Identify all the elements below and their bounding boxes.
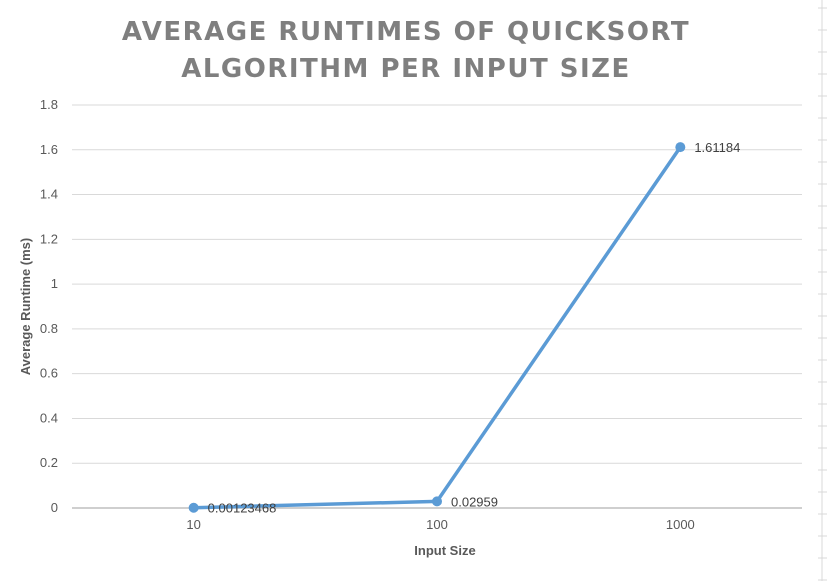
y-tick-label: 0.6: [40, 366, 58, 381]
gridlines: [72, 104, 802, 464]
data-point: [675, 142, 686, 153]
y-axis-ticks: 0 0.2 0.4 0.6 0.8 1 1.2 1.4 1.6 1.8: [40, 97, 58, 515]
x-tick-label: 100: [426, 517, 448, 532]
data-point: [188, 502, 199, 513]
data-labels: 0.00123468 0.02959 1.61184: [208, 140, 741, 516]
y-tick-label: 1.6: [40, 142, 58, 157]
x-axis-title: Input Size: [414, 543, 475, 558]
right-edge-ticks: [818, 0, 827, 581]
chart-title-line-1: AVERAGE RUNTIMES OF QUICKSORT: [121, 17, 691, 47]
y-axis-title: Average Runtime (ms): [18, 238, 33, 376]
series-line: [191, 145, 683, 510]
chart-title-line-2: ALGORITHM PER INPUT SIZE: [181, 54, 631, 84]
y-tick-label: 0.2: [40, 455, 58, 470]
data-label: 0.00123468: [208, 501, 277, 516]
y-tick-label: 1.8: [40, 97, 58, 112]
data-point: [432, 496, 442, 507]
y-tick-label: 0.4: [40, 410, 58, 425]
chart-title: AVERAGE RUNTIMES OF QUICKSORT ALGORITHM …: [0, 14, 812, 88]
x-tick-label: 1000: [666, 517, 695, 532]
x-tick-label: 10: [186, 517, 200, 532]
y-tick-label: 1: [51, 276, 58, 291]
data-label: 0.02959: [451, 494, 498, 509]
data-label: 1.61184: [694, 140, 740, 155]
y-tick-label: 0.8: [40, 321, 58, 336]
x-axis-ticks: 10 100 1000: [186, 517, 694, 532]
y-tick-label: 1.4: [40, 187, 58, 202]
data-points: [188, 142, 686, 513]
y-tick-label: 1.2: [40, 231, 58, 246]
y-tick-label: 0: [51, 500, 58, 515]
